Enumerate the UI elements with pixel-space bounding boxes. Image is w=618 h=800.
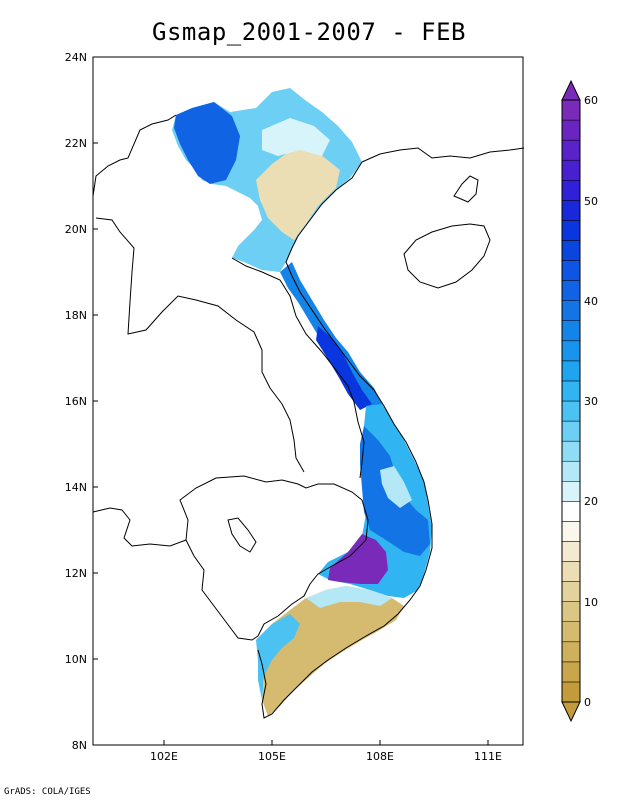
- colorbar-cell: [561, 501, 581, 522]
- colorbar-label: 0: [584, 696, 591, 709]
- colorbar-label: 50: [584, 195, 598, 208]
- colorbar-label: 10: [584, 596, 598, 609]
- field-north-pale: [256, 148, 340, 240]
- laos-vietnam-border: [231, 257, 365, 479]
- precipitation-field: [172, 88, 432, 716]
- colorbar-cell: [561, 360, 581, 382]
- latitude-labels: 8N 10N 12N 14N 16N 18N 20N 22N 24N: [65, 51, 87, 752]
- colorbar-cell: [561, 340, 581, 362]
- field-south-mid: [306, 586, 392, 608]
- colorbar-cell: [561, 300, 581, 321]
- tonle-sap: [227, 517, 257, 553]
- colorbar-labels: 0 10 20 30 40 50 60: [584, 94, 598, 709]
- colorbar-cell: [561, 119, 581, 141]
- colorbar-label: 20: [584, 495, 598, 508]
- colorbar-cell: [561, 99, 581, 121]
- colorbar-min-arrow: [561, 701, 581, 723]
- china-south-coast: [361, 147, 525, 163]
- colorbar-frame: [561, 99, 581, 703]
- map-plot: 102E 105E 108E 111E 8N 10N 12N 14N 16N 1…: [65, 51, 525, 763]
- colorbar-cell: [561, 581, 581, 602]
- colorbar-cell: [561, 521, 581, 542]
- longitude-labels: 102E 105E 108E 111E: [150, 750, 502, 763]
- colorbar-label: 40: [584, 295, 598, 308]
- lat-label: 22N: [65, 137, 87, 150]
- colorbar-max-arrow: [561, 79, 581, 101]
- lon-label: 105E: [258, 750, 286, 763]
- lat-label: 8N: [72, 739, 87, 752]
- colorbar-cell: [561, 280, 581, 301]
- colorbar-cell: [561, 460, 581, 482]
- colorbar-cell: [561, 139, 581, 161]
- lat-label: 12N: [65, 567, 87, 580]
- colorbar-cell: [561, 180, 581, 201]
- colorbar-cell: [561, 621, 581, 643]
- leizhou-peninsula: [453, 175, 479, 203]
- field-highlands-peak: [328, 534, 388, 584]
- colorbar-cell: [561, 240, 581, 261]
- lon-label: 108E: [366, 750, 394, 763]
- field-north-dark-west: [174, 102, 240, 184]
- hainan-island: [403, 223, 491, 289]
- china-vietnam-border: [92, 114, 177, 197]
- colorbar-cell: [561, 440, 581, 462]
- lat-label: 24N: [65, 51, 87, 64]
- lon-label: 102E: [150, 750, 178, 763]
- lat-label: 18N: [65, 309, 87, 322]
- colorbar-cell: [561, 561, 581, 582]
- lat-label: 16N: [65, 395, 87, 408]
- grads-credit: GrADS: COLA/IGES: [4, 787, 91, 797]
- colorbar-cell: [561, 481, 581, 502]
- colorbar-cell: [561, 380, 581, 402]
- longitude-ticks: [163, 740, 489, 745]
- thailand-cambodia-border: [92, 475, 363, 547]
- field-central-dark: [316, 326, 372, 410]
- lat-label: 14N: [65, 481, 87, 494]
- colorbar-label: 60: [584, 94, 598, 107]
- colorbar: 0 10 20 30 40 50 60: [561, 79, 598, 723]
- gulf-thailand-coast: [185, 539, 259, 641]
- field-highlands-pale: [380, 466, 412, 508]
- lon-label: 111E: [474, 750, 502, 763]
- colorbar-cells: [561, 99, 581, 703]
- colorbar-cell: [561, 420, 581, 442]
- colorbar-cell: [561, 641, 581, 663]
- field-south-blue: [256, 614, 300, 700]
- colorbar-label: 30: [584, 395, 598, 408]
- colorbar-cell: [561, 541, 581, 562]
- colorbar-cell: [561, 200, 581, 221]
- lat-label: 10N: [65, 653, 87, 666]
- lat-label: 20N: [65, 223, 87, 236]
- colorbar-cell: [561, 260, 581, 281]
- laos-border: [95, 217, 305, 473]
- vietnam-coastline: [257, 161, 433, 719]
- colorbar-cell: [561, 661, 581, 683]
- map-title: Gsmap_2001-2007 - FEB: [152, 18, 466, 46]
- colorbar-cell: [561, 159, 581, 181]
- colorbar-cell: [561, 320, 581, 342]
- cambodia-vietnam-border: [257, 499, 369, 637]
- colorbar-cell: [561, 601, 581, 622]
- colorbar-cell: [561, 681, 581, 703]
- coastlines-borders: [92, 114, 525, 719]
- latitude-ticks: [93, 56, 98, 746]
- colorbar-cell: [561, 220, 581, 241]
- field-north-light: [262, 118, 330, 156]
- colorbar-cell: [561, 400, 581, 422]
